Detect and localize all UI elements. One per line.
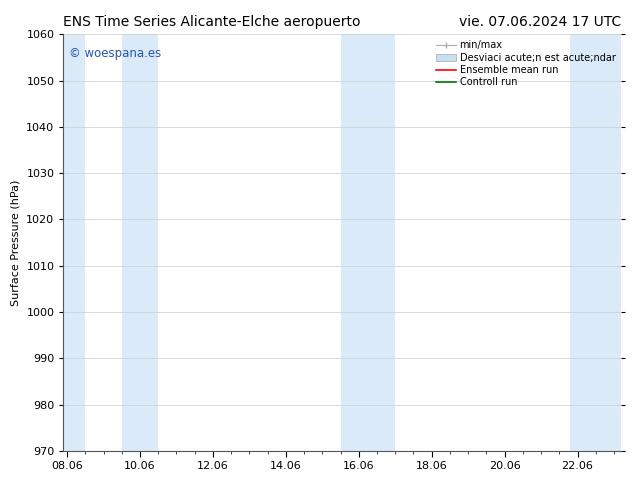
Text: © woespana.es: © woespana.es [69,47,161,60]
Bar [122,34,158,451]
Bar [63,34,86,451]
Text: ENS Time Series Alicante-Elche aeropuerto: ENS Time Series Alicante-Elche aeropuert… [63,15,361,29]
Bar [340,34,395,451]
Y-axis label: Surface Pressure (hPa): Surface Pressure (hPa) [11,179,21,306]
Bar [570,34,621,451]
Text: vie. 07.06.2024 17 UTC: vie. 07.06.2024 17 UTC [459,15,621,29]
Legend: min/max, Desviaci acute;n est acute;ndar, Ensemble mean run, Controll run: min/max, Desviaci acute;n est acute;ndar… [432,36,619,91]
